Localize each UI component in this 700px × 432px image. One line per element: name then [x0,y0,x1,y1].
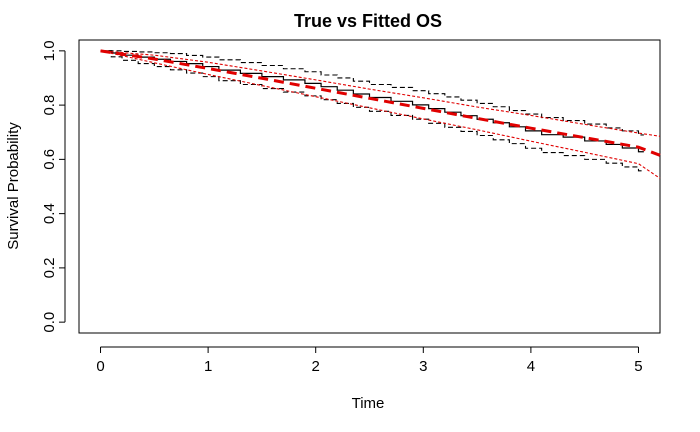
y-axis-label: Survival Probability [5,122,22,250]
plot-frame [78,39,661,334]
x-axis-label: Time [352,395,385,412]
chart-title: True vs Fitted OS [294,11,442,31]
series-line-4 [100,49,661,157]
y-tick-label: 0.2 [41,257,58,278]
x-axis: 0 1 2 3 4 5 [96,346,643,375]
x-tick-label: 5 [634,358,642,375]
series-line-1 [100,50,644,153]
y-tick-label: 0.8 [41,95,58,116]
x-tick-label: 1 [204,358,212,375]
series-line-3 [100,50,644,172]
series-line-2 [100,50,644,136]
series-line-6 [100,50,661,179]
x-tick-label: 3 [419,358,427,375]
x-tick-label: 4 [527,358,535,375]
y-axis: 0.0 0.2 0.4 0.6 0.8 1.0 [41,40,66,333]
x-tick-label: 2 [312,358,320,375]
y-tick-label: 1.0 [41,40,58,61]
series-layer [100,49,661,179]
y-tick-label: 0.6 [41,149,58,170]
y-tick-label: 0.0 [41,312,58,333]
x-tick-label: 0 [96,358,104,375]
y-tick-label: 0.4 [41,203,58,224]
